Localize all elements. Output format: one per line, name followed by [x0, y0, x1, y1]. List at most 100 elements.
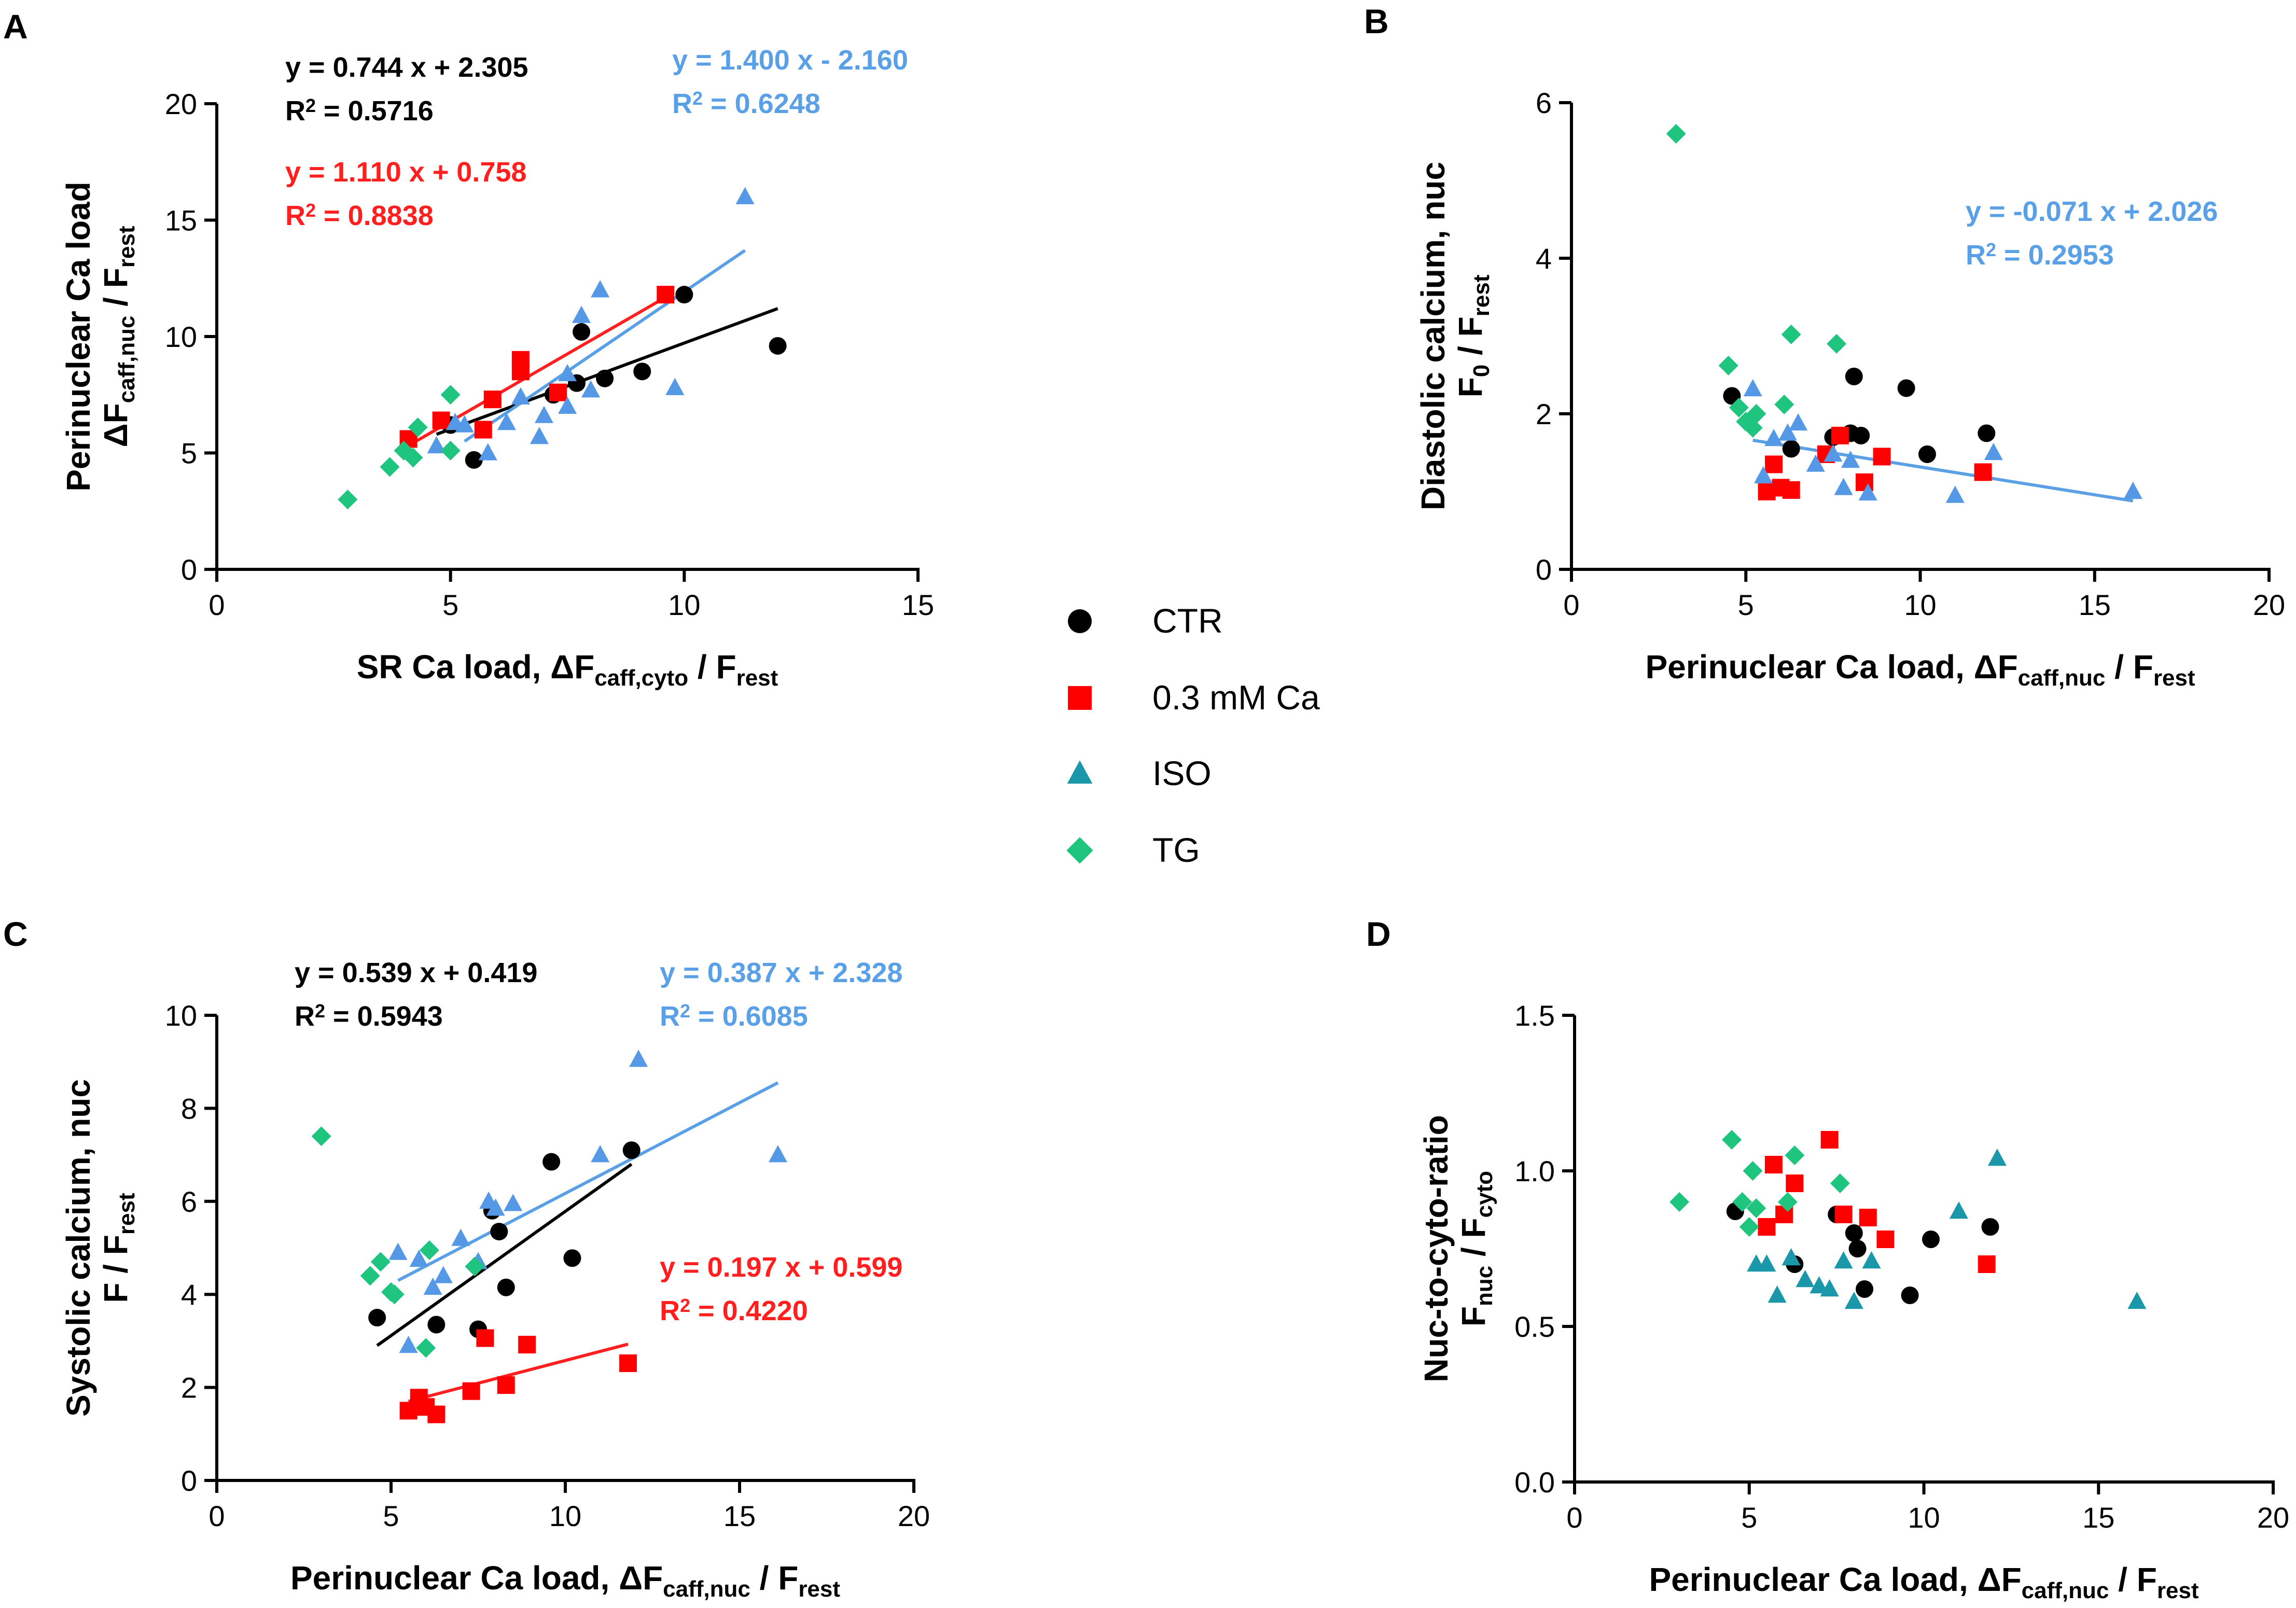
y-axis-label-units: F / Frest [97, 1193, 140, 1303]
fit-line-ctr [376, 1163, 633, 1347]
fit-r2-ctr: R2 = 0.5943 [295, 1000, 443, 1032]
x-tick-label: 10 [1904, 589, 1936, 621]
point-ctr [1978, 424, 1996, 442]
point-tg [465, 1256, 485, 1277]
point-iso [534, 406, 553, 423]
y-axis-label-units: Fnuc / Fcyto [1455, 1171, 1497, 1326]
point-iso [451, 1228, 470, 1246]
fit-equation-iso: y = 1.400 x - 2.160 [672, 45, 908, 76]
point-iso [581, 380, 601, 398]
x-tick-label: 15 [723, 1500, 756, 1532]
point-iso [1789, 413, 1808, 431]
legend-item-ctr: CTR [1068, 602, 1223, 640]
point-ca03 [432, 411, 450, 429]
y-tick-label: 8 [181, 1092, 197, 1125]
fit-line-iso [1752, 439, 2134, 502]
point-ctr [573, 323, 591, 341]
point-ca03 [619, 1354, 637, 1372]
y-tick-label: 20 [165, 88, 197, 120]
point-iso [504, 1194, 523, 1211]
point-ca03 [427, 1405, 446, 1423]
y-tick-label: 10 [165, 999, 197, 1032]
point-iso [1768, 1285, 1787, 1303]
point-iso [497, 413, 516, 430]
point-ctr [633, 362, 651, 381]
point-iso [1796, 1270, 1815, 1288]
point-ctr [1897, 379, 1915, 397]
point-ctr [1918, 445, 1936, 463]
x-tick-label: 5 [1741, 1501, 1757, 1534]
point-tg [440, 385, 461, 405]
point-ca03 [1978, 1255, 1996, 1273]
legend-marker-ca03 [1068, 686, 1092, 710]
point-ctr [769, 337, 787, 355]
panel-label-b: B [1364, 2, 1389, 40]
fit-equation-ctr: y = 0.539 x + 0.419 [295, 957, 537, 988]
point-ca03 [657, 286, 675, 304]
point-iso [1782, 1248, 1801, 1266]
point-tg [1669, 1192, 1690, 1212]
point-iso [423, 1277, 442, 1295]
legend-label: 0.3 mM Ca [1152, 678, 1320, 717]
point-iso [2127, 1292, 2147, 1309]
point-iso [1824, 444, 1843, 462]
point-ca03 [518, 1336, 536, 1354]
point-tg [1785, 1145, 1805, 1165]
legend-item-ca03: 0.3 mM Ca [1068, 678, 1320, 717]
point-iso [1743, 379, 1762, 397]
point-ca03 [483, 390, 502, 409]
point-iso [2123, 482, 2142, 499]
point-iso [665, 377, 685, 396]
point-ca03 [1786, 1174, 1804, 1192]
y-tick-label: 0 [1536, 553, 1552, 586]
point-tg [1827, 334, 1847, 354]
point-tg [380, 457, 400, 477]
point-iso [530, 427, 549, 444]
point-ca03 [511, 351, 530, 369]
y-axis-label: Nuc-to-cyto-ratio [1417, 1115, 1455, 1382]
fit-r2-iso: R2 = 0.2953 [1966, 239, 2114, 271]
x-tick-label: 10 [668, 589, 700, 621]
fit-equation-ctr: y = 0.744 x + 2.305 [285, 52, 528, 83]
point-tg [416, 1338, 436, 1358]
panel-label-d: D [1366, 915, 1391, 953]
y-tick-label: 6 [1536, 87, 1552, 119]
y-axis-label-units: ΔFcaff,nuc / Frest [97, 226, 140, 447]
point-ctr [368, 1309, 386, 1327]
fit-line-ca03 [408, 1343, 629, 1403]
point-ca03 [1876, 1231, 1895, 1248]
x-tick-label: 10 [549, 1500, 581, 1532]
point-ctr [1845, 1224, 1863, 1242]
y-tick-label: 5 [181, 437, 197, 470]
panel-a: 0 5 10 15 0 5 10 15 20 SR Ca load, ΔFcaff,cyto / … [60, 45, 934, 691]
point-iso [768, 1145, 787, 1163]
legend-marker-ctr [1068, 609, 1092, 633]
panel-c: 0 5 10 15 20 0 2 4 6 8 10 Perinuclear Ca load, ΔFca… [60, 957, 930, 1602]
legend-marker-tg [1066, 837, 1093, 864]
point-ctr [622, 1141, 641, 1159]
point-tg [440, 441, 461, 461]
point-tg [419, 1240, 439, 1260]
point-iso [455, 415, 474, 432]
x-tick-label: 20 [898, 1500, 930, 1532]
point-iso [558, 363, 577, 382]
legend-marker-iso [1067, 760, 1093, 784]
point-iso [591, 280, 610, 298]
y-tick-label: 0 [181, 1464, 197, 1497]
point-tg [1729, 398, 1749, 417]
point-iso [1862, 1251, 1881, 1269]
legend-item-tg: TG [1066, 831, 1200, 869]
point-ctr [1782, 440, 1800, 458]
point-iso [558, 396, 577, 414]
point-ctr [1901, 1287, 1919, 1304]
point-ctr [1981, 1218, 1999, 1236]
point-ctr [1856, 1280, 1874, 1298]
point-ca03 [1859, 1209, 1877, 1226]
fit-r2-iso: R2 = 0.6085 [660, 1000, 808, 1032]
point-iso [409, 1249, 428, 1267]
point-iso [1987, 1149, 2007, 1166]
point-iso [399, 1335, 418, 1353]
point-iso [1764, 429, 1784, 446]
point-iso [591, 1145, 610, 1163]
